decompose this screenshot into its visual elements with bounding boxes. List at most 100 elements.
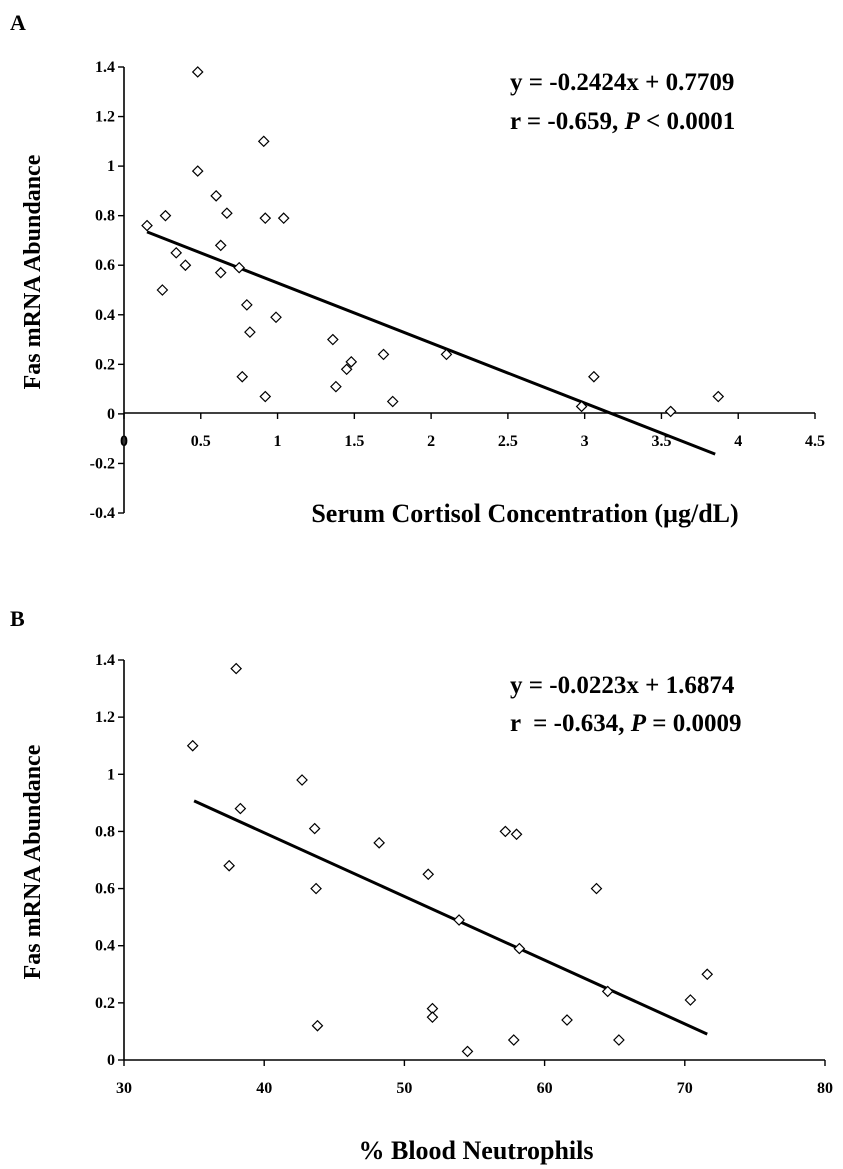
panel-a-x-tick-label: 3 bbox=[581, 433, 589, 450]
panel-b-data-point bbox=[234, 802, 247, 815]
panel-a-x-tick-label: 2.5 bbox=[498, 433, 518, 450]
panel-a-x-tick-label: 2 bbox=[427, 433, 435, 450]
panel-b-x-axis-label: % Blood Neutrophils bbox=[358, 1136, 593, 1165]
panel-a-y-tick-label: 1.2 bbox=[95, 109, 115, 126]
panel-b-x-tick-label: 30 bbox=[116, 1080, 132, 1097]
panel-a-y-tick-label: -0.2 bbox=[90, 455, 115, 472]
panel-a-data-point bbox=[214, 239, 227, 252]
panel-a-data-point bbox=[156, 284, 169, 296]
panel-a-stats: r = -0.659, P < 0.0001 bbox=[510, 108, 735, 135]
panel-a-x-tick-label: 4.5 bbox=[805, 433, 825, 450]
panel-a-data-point bbox=[440, 348, 453, 361]
panel-b-data-point bbox=[590, 882, 603, 895]
panel-a-data-point bbox=[141, 219, 153, 232]
panel-b-x-tick-label: 40 bbox=[256, 1080, 272, 1097]
panel-a-y-tick-label: 0 bbox=[107, 406, 115, 423]
panel-a-y-tick-label: -0.4 bbox=[90, 505, 115, 522]
panel-b-y-tick-label: 1.2 bbox=[95, 709, 115, 726]
panel-a-equation: y = -0.2424x + 0.7709 bbox=[510, 69, 734, 96]
panel-b-y-axis-label: Fas mRNA Abundance bbox=[20, 744, 46, 979]
panel-a-data-point bbox=[277, 212, 290, 224]
panel-b-letter: B bbox=[10, 606, 25, 631]
panel-b-data-point bbox=[296, 774, 308, 786]
panel-b-data-point bbox=[701, 968, 714, 981]
panel-b-data-point bbox=[461, 1045, 474, 1058]
panel-a-data-point bbox=[221, 207, 233, 220]
panel-a-data-point bbox=[386, 395, 399, 408]
panel-b-x-tick-label: 80 bbox=[817, 1080, 833, 1097]
panel-b-equation: y = -0.0223x + 1.6874 bbox=[510, 672, 735, 699]
panel-a-y-tick-label: 0.2 bbox=[95, 356, 115, 373]
panel-b-y-tick-label: 0.8 bbox=[95, 823, 115, 840]
panel-a-y-tick-label: 1 bbox=[107, 158, 115, 175]
panel-a-x-tick-label: 1 bbox=[274, 433, 282, 450]
panel-a-data-point bbox=[326, 333, 339, 346]
panel-b-x-tick-label: 60 bbox=[537, 1080, 553, 1097]
panel-b-axes bbox=[123, 660, 825, 1061]
panel-a-data-point bbox=[575, 400, 588, 413]
panel-a-stats-p: P bbox=[623, 108, 640, 135]
panel-a-x-tick-label: 4 bbox=[734, 433, 742, 450]
panel-b-data-point bbox=[310, 882, 322, 895]
panel-b-y-tick-label: 0.2 bbox=[95, 995, 115, 1012]
panel-a-y-tick-label: 0.8 bbox=[95, 208, 115, 225]
panel-a-data-point bbox=[210, 189, 222, 202]
panel-b-data-point bbox=[513, 942, 526, 955]
panel-a: A -0.4 -0.2 0 0.2 0.4 0.6 0.8 1 1.2 1.4 0 0.5 1 1.5 2… bbox=[10, 10, 825, 528]
panel-a-data-point bbox=[236, 370, 249, 383]
panel-b-data-point bbox=[613, 1034, 625, 1046]
panel-b-data-point bbox=[223, 859, 235, 872]
panel-b-stats: r = -0.634, P = 0.0009 bbox=[510, 710, 742, 737]
panel-b-y-ticks: 0 0.2 0.4 0.6 0.8 1 1.2 1.4 bbox=[95, 652, 124, 1069]
panel-a-trendline bbox=[146, 230, 716, 456]
panel-a-x-tick-label: 1.5 bbox=[344, 433, 364, 450]
panel-a-data-point bbox=[330, 380, 342, 393]
panel-a-data-point bbox=[240, 299, 253, 311]
panel-b-trendline-path bbox=[193, 799, 708, 1036]
panel-b-y-tick-label: 1 bbox=[107, 766, 115, 783]
panel-b-stats-prefix: r = -0.634, bbox=[510, 710, 631, 737]
panel-b-x-ticks: 30 40 50 60 70 80 bbox=[116, 1060, 833, 1097]
panel-a-y-tick-label: 1.4 bbox=[95, 59, 115, 76]
panel-a-x-tick-label: 0 bbox=[120, 433, 128, 450]
panel-b-stats-suffix: = 0.0009 bbox=[646, 710, 742, 737]
panel-a-y-tick-label: 0.4 bbox=[95, 307, 115, 324]
panel-b-data-point bbox=[311, 1019, 324, 1032]
panel-b-data-point bbox=[510, 828, 523, 841]
panel-b-data-point bbox=[453, 914, 465, 926]
panel-b-y-tick-label: 0.6 bbox=[95, 881, 115, 898]
panel-b-y-tick-label: 1.4 bbox=[95, 652, 115, 669]
panel-b-data-point bbox=[561, 1014, 573, 1026]
panel-b-y-tick-label: 0.4 bbox=[95, 938, 115, 955]
panel-a-letter: A bbox=[10, 10, 26, 35]
panel-a-data-point bbox=[159, 209, 172, 222]
panel-b-data-point bbox=[422, 868, 435, 881]
panel-a-axes bbox=[123, 67, 815, 513]
panel-a-data-point bbox=[664, 405, 677, 418]
panel-a-stats-suffix: < 0.0001 bbox=[640, 108, 736, 135]
panel-a-data-point bbox=[259, 390, 272, 403]
panel-b-data-point bbox=[230, 662, 243, 675]
panel-a-data-point bbox=[712, 390, 725, 403]
panel-a-data-point bbox=[191, 165, 204, 177]
panel-b-y-tick-label: 0 bbox=[107, 1052, 115, 1069]
panel-a-stats-prefix: r = -0.659, bbox=[510, 108, 624, 135]
panel-b-points bbox=[186, 662, 714, 1058]
panel-a-data-point bbox=[214, 266, 227, 279]
panel-a-data-point bbox=[377, 348, 390, 361]
panel-a-y-ticks: -0.4 -0.2 0 0.2 0.4 0.6 0.8 1 1.2 1.4 bbox=[90, 59, 124, 522]
panel-a-data-point bbox=[179, 259, 192, 272]
panel-a-data-point bbox=[340, 363, 353, 376]
panel-a-data-point bbox=[233, 261, 246, 274]
panel-a-x-ticks: 0 0.5 1 1.5 2 2.5 3 3.5 4 4.5 bbox=[120, 413, 825, 450]
panel-a-data-point bbox=[244, 326, 256, 338]
panel-a-data-point bbox=[345, 356, 358, 368]
panel-a-x-axis-label: Serum Cortisol Concentration (µg/dL) bbox=[311, 499, 738, 528]
panel-a-data-point bbox=[259, 212, 272, 224]
panel-a-y-axis-label: Fas mRNA Abundance bbox=[20, 154, 46, 389]
panel-a-y-tick-label: 0.6 bbox=[95, 257, 115, 274]
panel-a-data-point bbox=[191, 66, 204, 78]
panel-b: B 0 0.2 0.4 0.6 0.8 1 1.2 1.4 30 40 50 60 70 80 Fas … bbox=[10, 606, 833, 1165]
panel-a-points bbox=[141, 66, 725, 418]
